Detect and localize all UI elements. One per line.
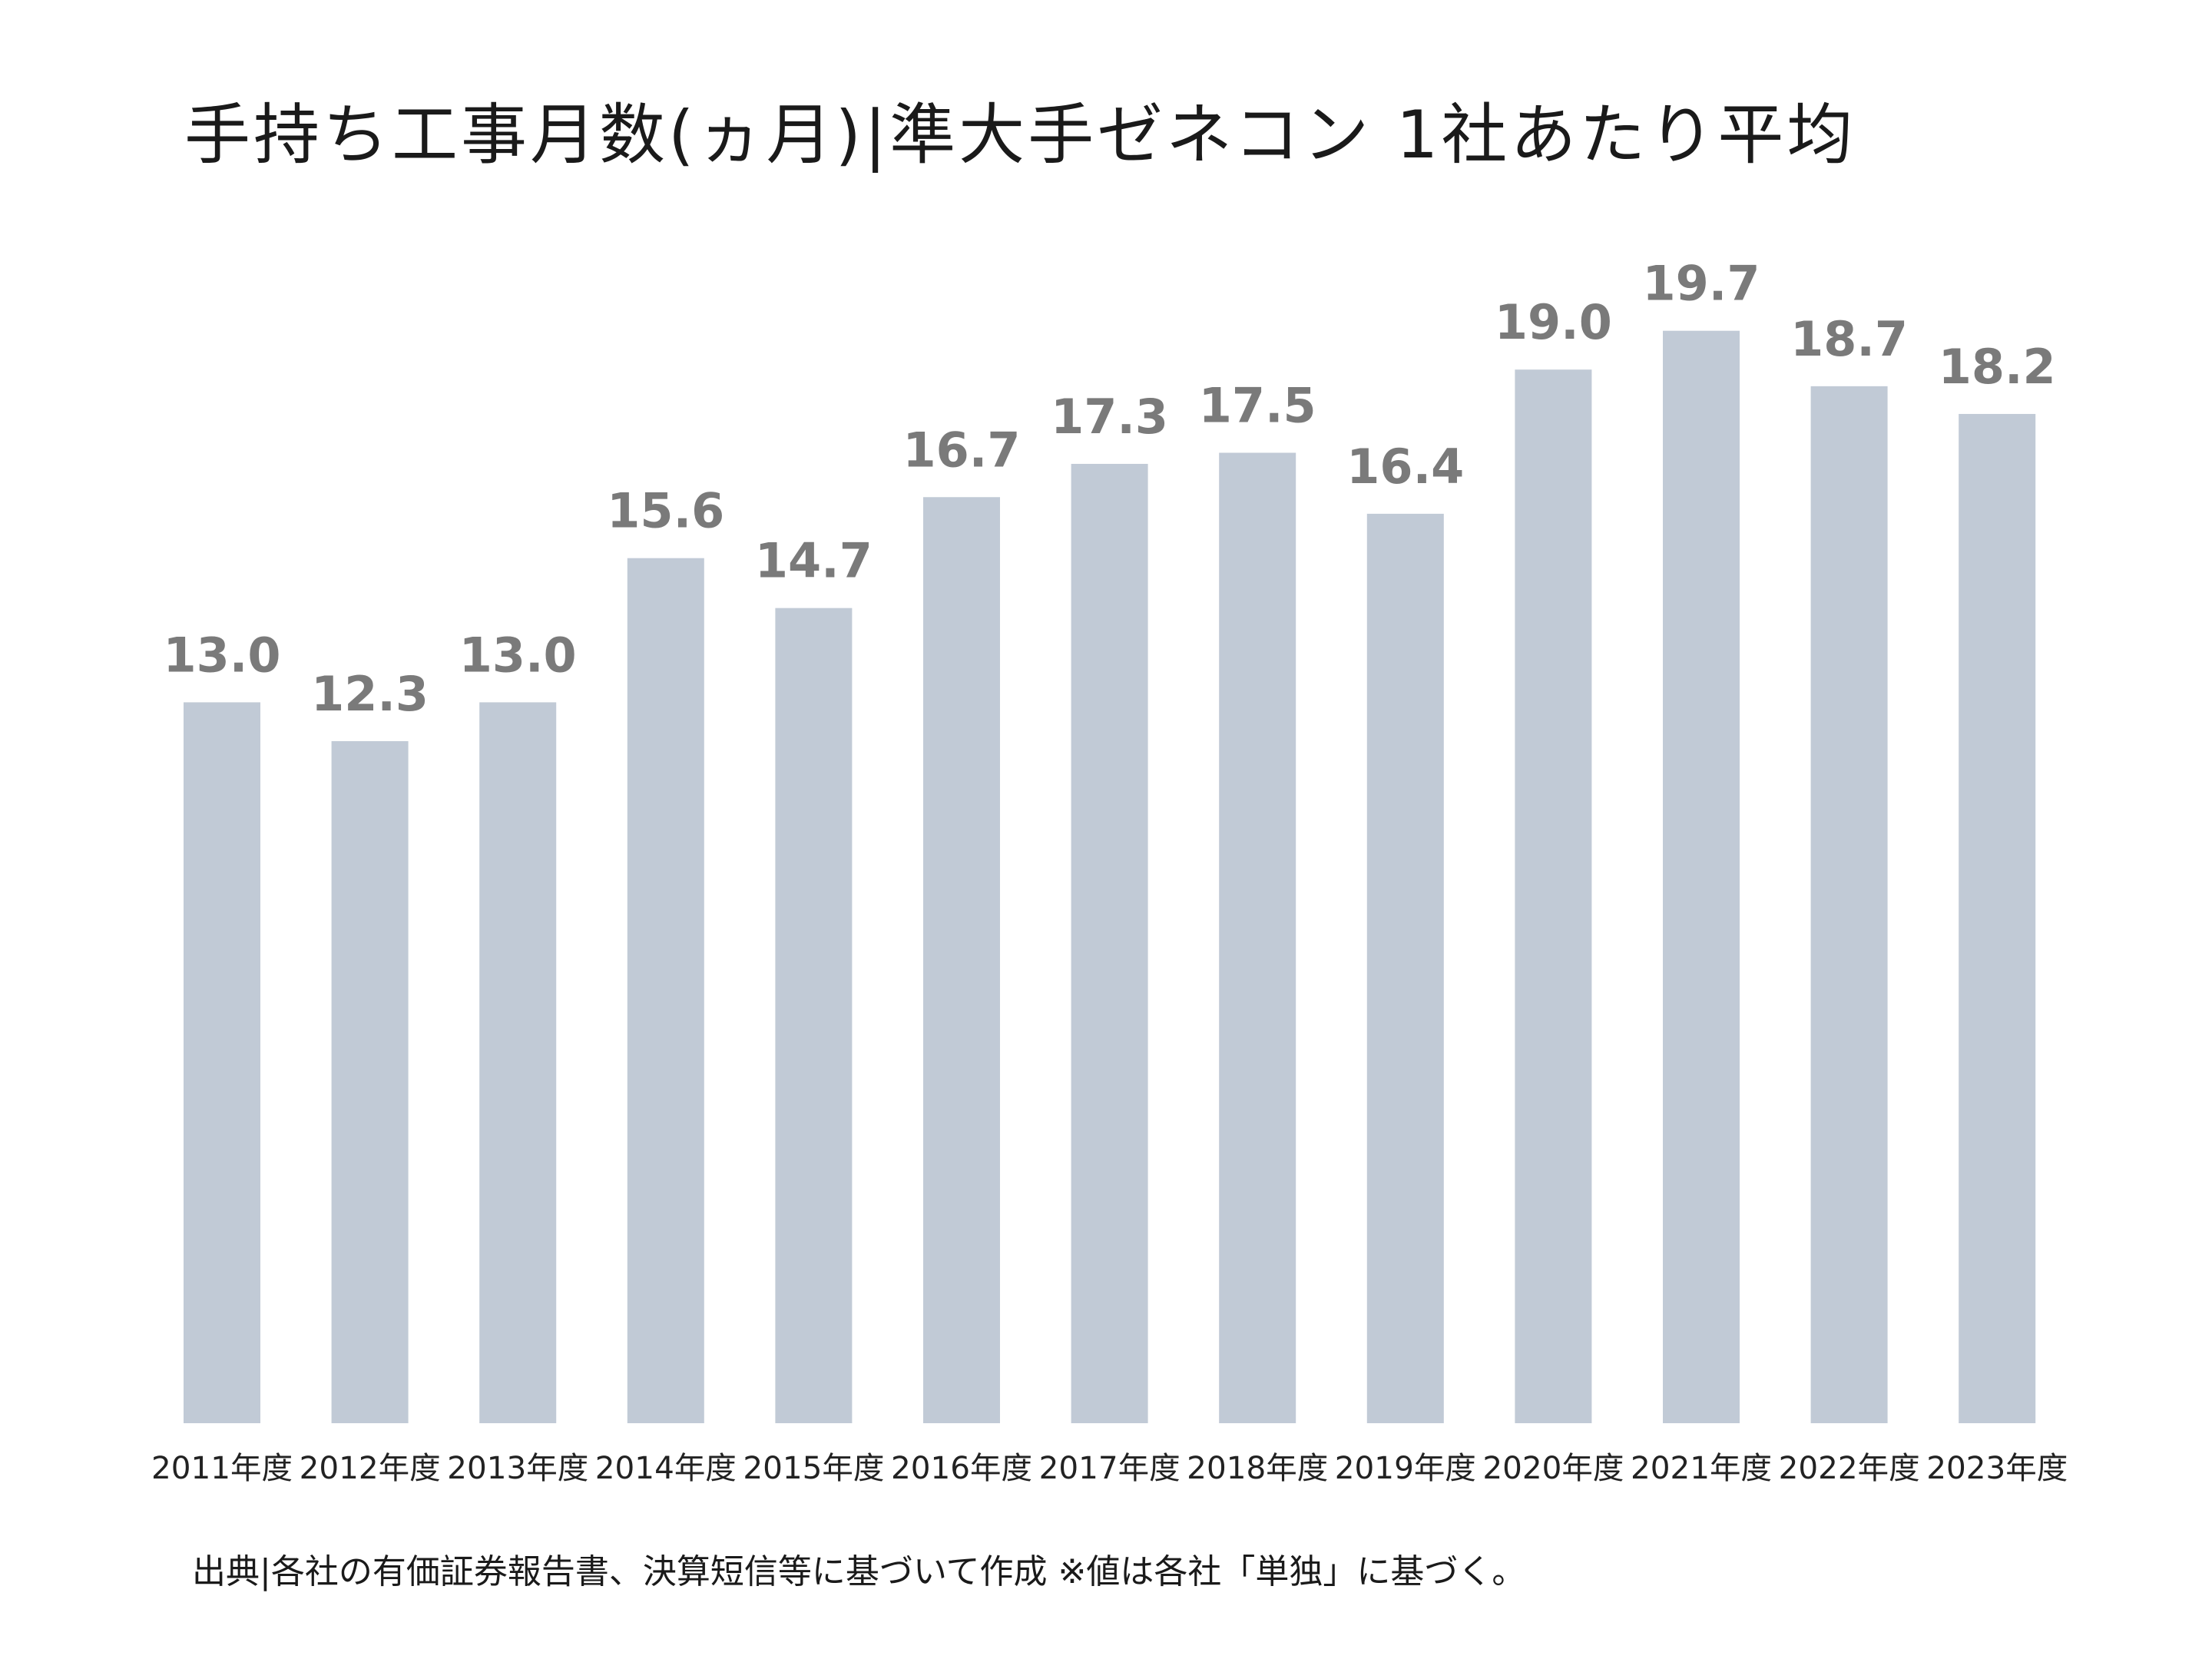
bar-2021年度 [1663,330,1740,1423]
value-label-2019年度: 16.4 [1346,439,1464,495]
x-tick-label-2012年度: 2012年度 [300,1451,441,1486]
value-label-2020年度: 19.0 [1495,294,1612,350]
bar-2022年度 [1810,386,1888,1423]
source-note: 出典|各社の有価証券報告書、決算短信等に基づいて作成 ※値は各社「単独」に基づく… [192,1552,1526,1591]
value-labels-group: 13.0 12.3 13.0 15.6 14.7 16.7 17.3 17.5 16.4 19.0… [164,256,2056,722]
bar-2013年度 [479,702,557,1423]
value-label-2022年度: 18.7 [1790,311,1908,367]
x-tick-labels-group: 2011年度 2012年度 2013年度 2014年度 2015年度 2016年度 2017… [151,1451,2068,1486]
value-label-2023年度: 18.2 [1939,339,2056,395]
x-tick-label-2023年度: 2023年度 [1926,1451,2068,1486]
x-tick-label-2016年度: 2016年度 [891,1451,1032,1486]
bar-2015年度 [775,608,853,1424]
x-tick-label-2018年度: 2018年度 [1187,1451,1328,1486]
bar-2014年度 [627,558,704,1424]
x-tick-label-2019年度: 2019年度 [1335,1451,1476,1486]
x-tick-label-2017年度: 2017年度 [1039,1451,1181,1486]
value-label-2016年度: 16.7 [903,422,1021,478]
x-tick-label-2020年度: 2020年度 [1482,1451,1624,1486]
value-label-2012年度: 12.3 [311,666,429,722]
bar-2017年度 [1071,463,1148,1424]
bar-2016年度 [923,497,1000,1423]
bar-2011年度 [184,702,260,1423]
x-tick-label-2011年度: 2011年度 [151,1451,293,1486]
value-label-2011年度: 13.0 [164,627,281,683]
bars-group [184,330,2036,1424]
bar-2023年度 [1959,413,2036,1424]
x-tick-label-2021年度: 2021年度 [1631,1451,1772,1486]
value-label-2015年度: 14.7 [755,533,873,589]
chart-title: 手持ち工事月数(ヵ月)|準大手ゼネコン 1社あたり平均 [184,97,1856,174]
x-tick-label-2014年度: 2014年度 [595,1451,737,1486]
value-label-2014年度: 15.6 [607,483,724,539]
x-tick-label-2013年度: 2013年度 [447,1451,588,1486]
x-tick-label-2015年度: 2015年度 [743,1451,884,1486]
value-label-2018年度: 17.5 [1199,378,1316,434]
bar-2018年度 [1219,452,1296,1423]
bar-2019年度 [1366,513,1444,1424]
value-label-2013年度: 13.0 [459,627,577,683]
bar-2012年度 [331,740,409,1423]
bar-2020年度 [1515,369,1592,1424]
value-label-2017年度: 17.3 [1051,389,1168,445]
x-tick-label-2022年度: 2022年度 [1779,1451,1920,1486]
value-label-2021年度: 19.7 [1643,256,1760,312]
